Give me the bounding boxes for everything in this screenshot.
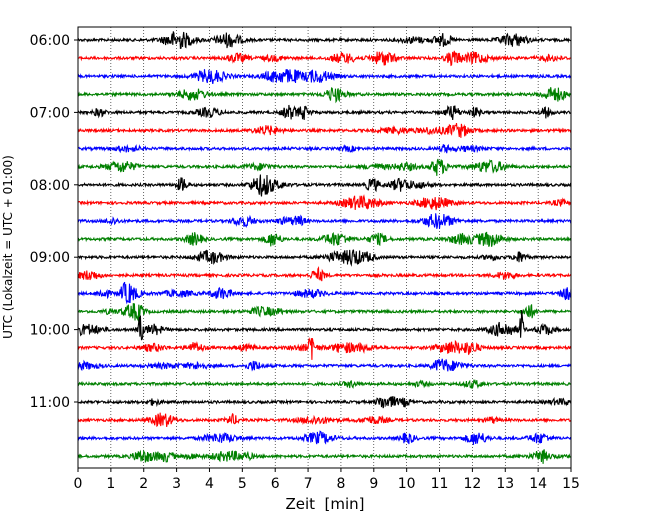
x-tick-label: 15: [562, 476, 580, 492]
x-axis-title: Zeit [min]: [285, 495, 364, 513]
y-axis-title: UTC (Lokalzeit = UTC + 01:00): [1, 155, 15, 339]
seismogram-trace-0800: [77, 174, 572, 197]
seismogram-trace-1015: [77, 336, 572, 360]
x-tick-label: 11: [431, 476, 449, 492]
seismogram-trace-0915: [77, 266, 572, 282]
seismogram-trace-0600: [77, 31, 572, 50]
y-tick-label: 09:00: [30, 250, 70, 266]
seismogram-trace-0615: [77, 50, 572, 67]
y-tick-label: 11:00: [30, 395, 70, 411]
seismogram-trace-0830: [77, 213, 572, 229]
x-tick-label: 13: [496, 476, 514, 492]
seismogram-trace-0845: [77, 231, 572, 247]
seismogram-trace-0945: [77, 303, 572, 323]
seismogram-trace-1045: [77, 379, 572, 390]
x-tick-label: 1: [106, 476, 115, 492]
seismogram-trace-1030: [77, 358, 572, 372]
seismogram-trace-0745: [77, 158, 571, 176]
x-tick-label: 14: [529, 476, 547, 492]
x-tick-label: 5: [238, 476, 247, 492]
trace-layer: [77, 31, 572, 464]
x-tick-label: 3: [172, 476, 181, 492]
x-tick-label: 4: [205, 476, 214, 492]
y-tick-label: 10:00: [30, 323, 70, 339]
seismogram-trace-0645: [77, 87, 572, 104]
seismogram-trace-0630: [77, 69, 572, 84]
seismogram-trace-1115: [77, 412, 572, 428]
y-tick-label: 08:00: [30, 178, 70, 194]
seismogram-trace-1130: [77, 430, 572, 445]
y-tick-label: 06:00: [30, 33, 70, 49]
x-tick-label: 8: [336, 476, 345, 492]
x-tick-label: 10: [398, 476, 416, 492]
seismogram-trace-1000: [77, 309, 572, 341]
x-tick-label: 6: [271, 476, 280, 492]
seismogram-trace-0730: [77, 143, 572, 154]
plot-frame: [77, 26, 572, 469]
x-tick-label: 7: [304, 476, 313, 492]
seismogram-trace-0930: [77, 281, 572, 305]
x-tick-label: 9: [369, 476, 378, 492]
x-tick-label: 2: [139, 476, 148, 492]
seismogram-trace-0900: [77, 249, 572, 267]
x-tick-label: 0: [74, 476, 83, 492]
y-tick-label: 07:00: [30, 105, 70, 121]
seismogram-trace-1100: [77, 396, 572, 409]
x-tick-label: 12: [463, 476, 481, 492]
seismogram-trace-1145: [77, 449, 572, 464]
seismogram-trace-0715: [77, 122, 572, 138]
seismogram-trace-0700: [77, 104, 572, 120]
seismogram-trace-0815: [77, 194, 572, 211]
